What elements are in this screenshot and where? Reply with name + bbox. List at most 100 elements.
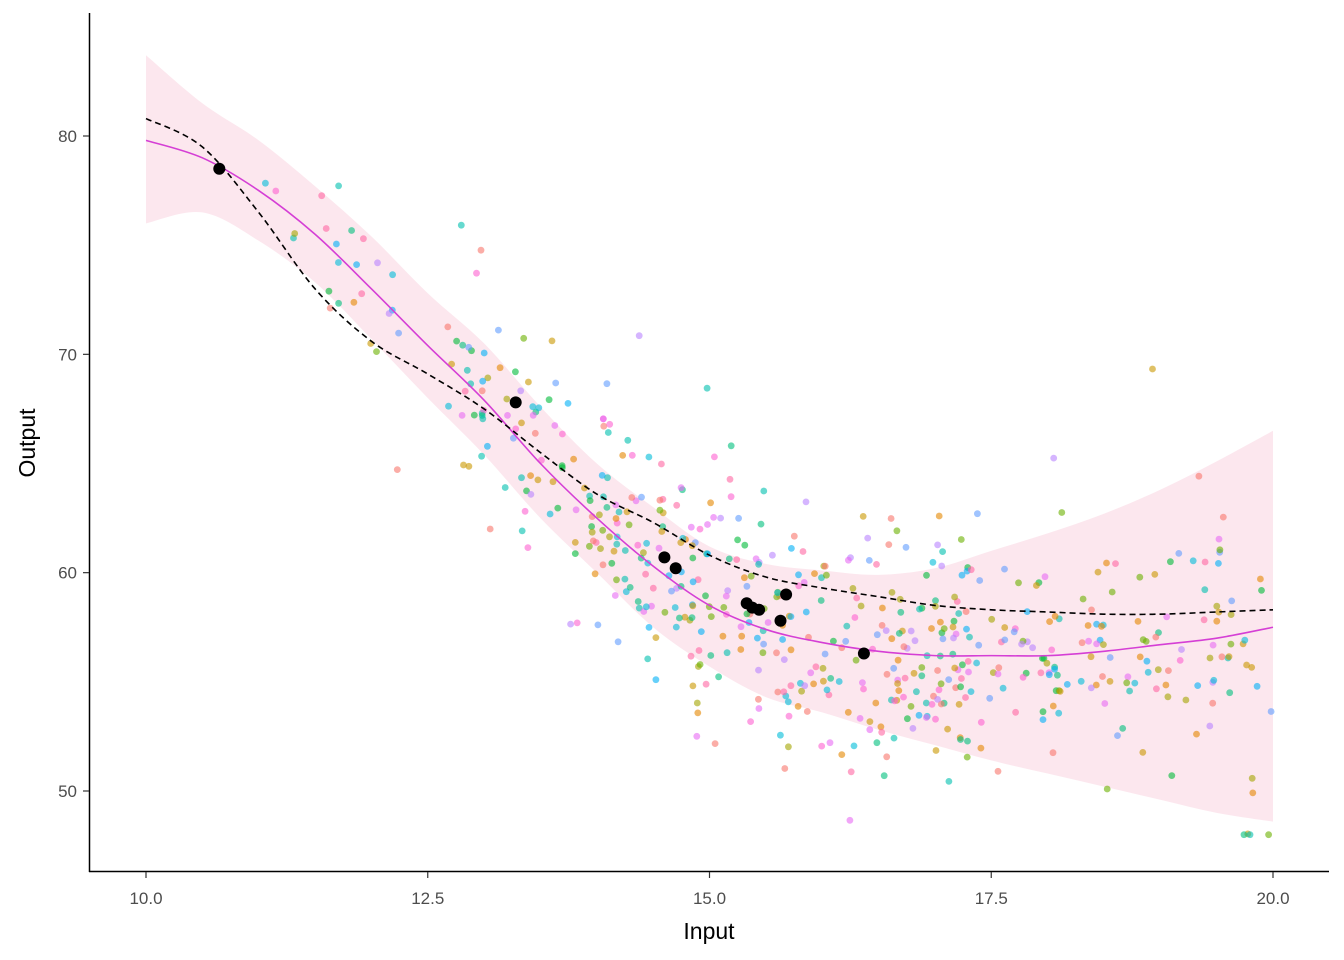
background-point <box>708 613 715 620</box>
background-point <box>895 687 902 694</box>
background-point <box>988 616 995 623</box>
background-point <box>733 556 740 563</box>
background-point <box>326 288 333 295</box>
x-tick-label: 17.5 <box>975 889 1008 908</box>
background-point <box>804 708 811 715</box>
background-point <box>572 550 579 557</box>
background-point <box>646 454 653 461</box>
background-point <box>650 585 657 592</box>
y-axis-title: Output <box>14 408 40 478</box>
background-point <box>573 506 580 513</box>
background-point <box>964 754 971 761</box>
background-point <box>836 678 843 685</box>
background-point <box>358 290 365 297</box>
background-point <box>755 696 762 703</box>
background-point <box>689 555 696 562</box>
background-point <box>1103 560 1110 567</box>
background-point <box>827 675 834 682</box>
background-point <box>1249 790 1256 797</box>
background-point <box>627 584 634 591</box>
background-point <box>1114 732 1121 739</box>
background-point <box>1051 666 1058 673</box>
background-point <box>605 429 612 436</box>
background-point <box>803 609 810 616</box>
background-point <box>934 696 941 703</box>
background-point <box>918 664 925 671</box>
background-point <box>864 535 871 542</box>
background-point <box>818 743 825 750</box>
background-point <box>693 733 700 740</box>
background-point <box>272 188 279 195</box>
background-point <box>1093 641 1100 648</box>
background-point <box>1257 576 1264 583</box>
background-point <box>1057 688 1064 695</box>
background-point <box>923 714 930 721</box>
background-point <box>956 701 963 708</box>
background-point <box>1190 557 1197 564</box>
background-point <box>936 513 943 520</box>
background-point <box>1247 831 1254 838</box>
background-point <box>774 589 781 596</box>
background-point <box>658 461 665 468</box>
y-tick-label: 80 <box>58 127 77 146</box>
background-point <box>859 679 866 686</box>
background-point <box>549 338 556 345</box>
background-point <box>720 633 727 640</box>
background-point <box>525 379 532 386</box>
background-point <box>1165 693 1172 700</box>
background-point <box>517 387 524 394</box>
background-point <box>976 577 983 584</box>
background-point <box>615 638 622 645</box>
background-point <box>966 634 973 641</box>
background-point <box>951 618 958 625</box>
background-point <box>1268 708 1275 715</box>
background-point <box>995 664 1002 671</box>
background-point <box>738 633 745 640</box>
highlighted-point <box>670 562 682 574</box>
background-point <box>704 385 711 392</box>
background-point <box>1100 641 1107 648</box>
background-point <box>963 626 970 633</box>
background-point <box>559 431 566 438</box>
background-point <box>464 367 471 374</box>
background-point <box>738 623 745 630</box>
background-point <box>780 688 787 695</box>
background-point <box>1228 598 1235 605</box>
background-point <box>785 743 792 750</box>
background-point <box>937 619 944 626</box>
background-point <box>818 597 825 604</box>
background-point <box>1210 677 1217 684</box>
background-point <box>958 536 965 543</box>
background-point <box>777 732 784 739</box>
background-point <box>1168 772 1175 779</box>
background-point <box>803 499 810 506</box>
background-point <box>592 570 599 577</box>
background-point <box>518 474 525 481</box>
background-point <box>487 526 494 533</box>
background-point <box>801 682 808 689</box>
background-point <box>1265 831 1272 838</box>
background-point <box>459 342 466 349</box>
background-point <box>874 631 881 638</box>
x-tick-label: 12.5 <box>411 889 444 908</box>
background-point <box>589 529 596 536</box>
background-point <box>857 715 864 722</box>
background-point <box>888 515 895 522</box>
background-point <box>946 778 953 785</box>
background-point <box>941 625 948 632</box>
background-point <box>936 686 943 693</box>
background-point <box>532 430 539 437</box>
background-point <box>913 688 920 695</box>
background-point <box>959 572 966 579</box>
background-point <box>1095 569 1102 576</box>
background-point <box>881 772 888 779</box>
background-point <box>883 627 890 634</box>
background-point <box>519 528 526 535</box>
background-point <box>600 415 607 422</box>
background-point <box>636 332 643 339</box>
background-point <box>460 462 467 469</box>
background-point <box>1226 689 1233 696</box>
background-point <box>672 604 679 611</box>
background-point <box>916 712 923 719</box>
background-point <box>1258 587 1265 594</box>
